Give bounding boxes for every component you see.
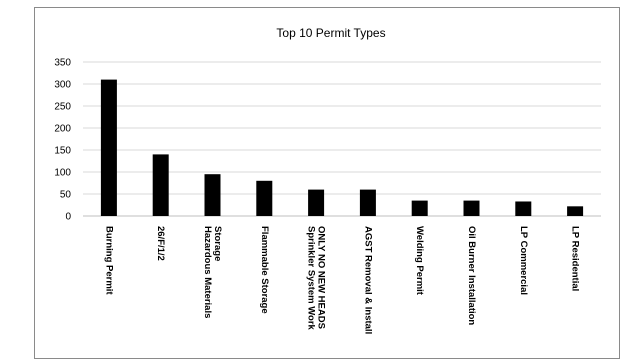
chart-title: Top 10 Permit Types <box>276 26 385 40</box>
x-category-label: Flammable Storage <box>259 226 270 314</box>
x-category-label: 26/F/1/2 <box>155 226 166 261</box>
bar <box>100 79 117 216</box>
x-category-label: LP Residential <box>570 226 581 291</box>
x-category-label-line: LP Commercial <box>518 226 529 295</box>
bar <box>256 180 273 216</box>
y-tick-label: 50 <box>60 190 72 201</box>
y-tick-label: 300 <box>54 80 71 91</box>
y-tick-label: 350 <box>54 58 71 69</box>
bar <box>359 189 376 216</box>
x-category-label: Burning Permit <box>103 226 114 295</box>
bar <box>463 200 480 216</box>
bar-chart: Top 10 Permit Types 0 50 100 150 200 250 300 35… <box>54 26 601 334</box>
bar <box>411 200 428 216</box>
y-tick-label: 100 <box>54 168 71 179</box>
bar <box>515 201 532 216</box>
x-category-label-line: AGST Removal & Install <box>362 226 373 334</box>
x-category-label-line: LP Residential <box>570 226 581 291</box>
bars <box>100 79 584 216</box>
x-category-label: Welding Permit <box>414 226 425 296</box>
bar <box>308 189 325 216</box>
y-axis-ticks: 0 50 100 150 200 250 300 350 <box>54 58 71 223</box>
y-tick-label: 200 <box>54 124 71 135</box>
gridlines <box>83 61 601 217</box>
x-category-label: Oil Burner Installation <box>466 226 477 325</box>
x-category-label-line: Storage <box>212 226 223 261</box>
x-category-label-line: Welding Permit <box>414 226 425 296</box>
x-category-label-line: Oil Burner Installation <box>466 226 477 325</box>
x-category-label-line: 26/F/1/2 <box>155 226 166 261</box>
x-category-label: Sprinkler System Work ONLY NO NEW HEADS <box>306 226 327 331</box>
x-category-label-line: Burning Permit <box>103 226 114 295</box>
chart-frame: Top 10 Permit Types 0 50 100 150 200 250 300 35… <box>34 7 620 359</box>
y-tick-label: 250 <box>54 102 71 113</box>
bar <box>567 206 584 216</box>
y-tick-label: 150 <box>54 146 71 157</box>
x-category-label: Hazardous Materials Storage <box>202 226 223 318</box>
bar <box>152 154 169 216</box>
x-category-label-line: Sprinkler System Work <box>306 226 317 331</box>
bar <box>204 174 221 216</box>
x-category-label-line: Flammable Storage <box>259 226 270 314</box>
x-category-label-line: Hazardous Materials <box>202 226 213 318</box>
x-category-label-line: ONLY NO NEW HEADS <box>316 226 327 329</box>
x-axis-labels: Burning Permit 26/F/1/2 Hazardous Material… <box>103 226 580 334</box>
x-category-label: LP Commercial <box>518 226 529 295</box>
y-tick-label: 0 <box>65 212 71 223</box>
x-category-label: AGST Removal & Install <box>362 226 373 334</box>
